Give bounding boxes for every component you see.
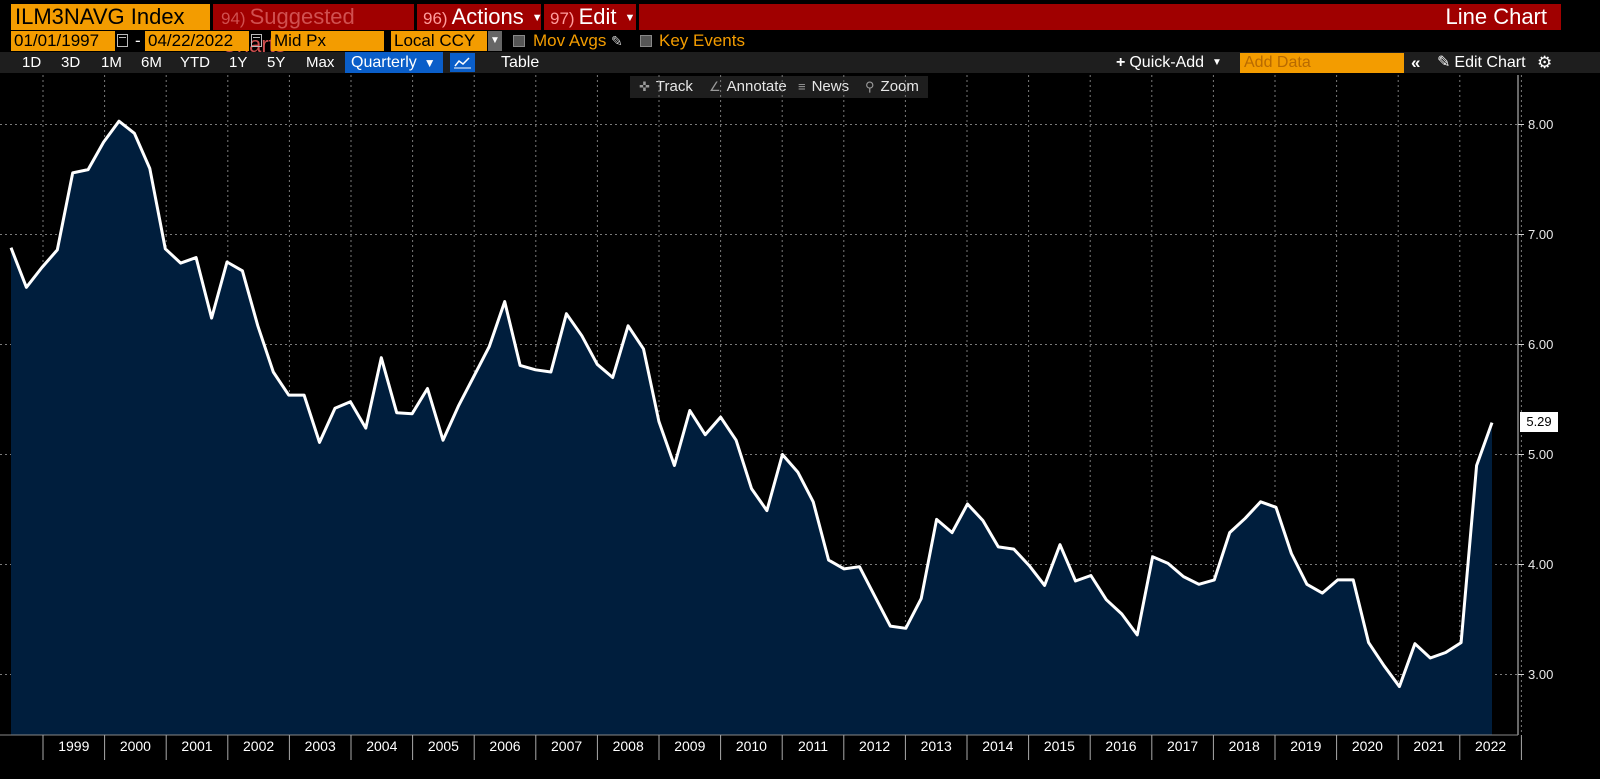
x-tick-label: 2018 [1228,738,1260,754]
x-tick-label: 2017 [1167,738,1199,754]
x-tick-label: 2008 [612,738,644,754]
y-tick-label: 6.00 [1528,336,1554,352]
collapse-icon[interactable]: « [1411,53,1421,72]
chevron-down-icon: ▼ [423,56,436,70]
range-ytd[interactable]: YTD [180,54,210,71]
x-tick-label: 1999 [58,738,90,754]
x-tick-label: 2016 [1105,738,1137,754]
y-tick-label: 5.00 [1528,446,1554,462]
range-1y[interactable]: 1Y [229,54,248,71]
key-events-checkbox[interactable] [640,35,652,47]
end-date-field[interactable]: 04/22/2022 [145,31,249,51]
x-tick-label: 2012 [859,738,891,754]
y-tick-label: 4.00 [1528,556,1554,572]
price-field-select[interactable]: Mid Px [271,31,384,51]
currency-select[interactable]: Local CCY [391,31,487,51]
range-5y[interactable]: 5Y [267,54,286,71]
chevron-down-icon: ▼ [624,12,636,24]
plus-icon: + [1116,54,1126,71]
chart-type-label: Line Chart [639,4,1561,30]
mov-avgs-checkbox[interactable] [513,35,525,47]
series-area [11,121,1492,735]
y-tick-label: 7.00 [1528,226,1554,242]
pencil-icon: ✎ [1437,54,1451,71]
ticker-field[interactable]: ILM3NAVG Index [11,4,210,30]
x-tick-label: 2019 [1290,738,1322,754]
x-tick-label: 2003 [304,738,336,754]
start-date-field[interactable]: 01/01/1997 [11,31,115,51]
quick-add-button[interactable]: + Quick-Add ▼ [1116,54,1222,71]
range-bar: 1D 3D 1M 6M YTD 1Y 5Y Max Quarterly ▼ Tab… [0,52,1600,73]
chevron-down-icon: ▼ [531,12,543,24]
x-tick-label: 2013 [920,738,952,754]
pencil-icon[interactable]: ✎ [611,33,623,49]
gear-icon[interactable]: ⚙ [1537,53,1553,72]
controls-bar: 01/01/1997 - 04/22/2022 Mid Px Local CCY… [0,31,1600,52]
y-tick-label: 8.00 [1528,116,1554,132]
zoom-button[interactable]: ⚲ Zoom [865,78,919,95]
x-tick-label: 2000 [119,738,151,754]
crosshair-icon: ✜ [639,79,650,94]
x-tick-label: 2009 [674,738,706,754]
line-chart-icon[interactable] [450,53,475,72]
x-tick-label: 2002 [243,738,275,754]
magnifier-icon: ⚲ [865,79,875,94]
date-separator: - [135,31,141,50]
x-tick-label: 2007 [551,738,583,754]
range-3d[interactable]: 3D [61,54,81,71]
x-tick-label: 2020 [1351,738,1383,754]
calendar-icon[interactable] [251,34,262,47]
y-tick-label: 3.00 [1528,666,1554,682]
pencil-icon: ∠ [709,79,721,94]
range-1m[interactable]: 1M [101,54,122,71]
chevron-down-icon: ▼ [1212,57,1222,68]
title-bar: ILM3NAVG Index 94) Suggested Charts 96) Ac… [0,0,1600,57]
x-tick-label: 2014 [982,738,1014,754]
chart-toolbar: ✜ Track ∠ Annotate ≡ News ⚲ Zoom [630,76,928,98]
table-button[interactable]: Table [501,54,540,71]
add-data-input[interactable]: Add Data [1240,53,1404,73]
x-tick-label: 2021 [1413,738,1445,754]
range-6m[interactable]: 6M [141,54,162,71]
series-line [9,119,1494,689]
x-tick-label: 2004 [366,738,398,754]
track-button[interactable]: ✜ Track [639,78,693,95]
news-icon: ≡ [798,79,806,94]
edit-menu-button[interactable]: 97) Edit ▼ [544,4,636,30]
x-tick-label: 2011 [797,738,829,754]
x-tick-label: 2001 [181,738,213,754]
x-axis-ticks [42,735,1522,760]
x-tick-label: 2015 [1043,738,1075,754]
actions-menu-button[interactable]: 96) Actions ▼ [417,4,543,30]
range-1d[interactable]: 1D [22,54,42,71]
range-max[interactable]: Max [306,54,335,71]
news-button[interactable]: ≡ News [798,78,850,95]
calendar-icon[interactable] [117,34,128,47]
x-tick-label: 2022 [1475,738,1507,754]
mov-avgs-label: Mov Avgs [533,31,607,50]
edit-chart-button[interactable]: ✎ Edit Chart [1437,54,1526,71]
last-value-label: 5.29 [1520,412,1558,432]
x-tick-label: 2005 [427,738,459,754]
chevron-down-icon[interactable]: ▼ [488,31,502,51]
x-tick-label: 2006 [489,738,521,754]
y-axis-ticks [1518,124,1524,675]
x-tick-label: 2010 [735,738,767,754]
annotate-button[interactable]: ∠ Annotate [709,78,787,95]
periodicity-select[interactable]: Quarterly ▼ [345,52,443,73]
key-events-label: Key Events [659,31,745,50]
